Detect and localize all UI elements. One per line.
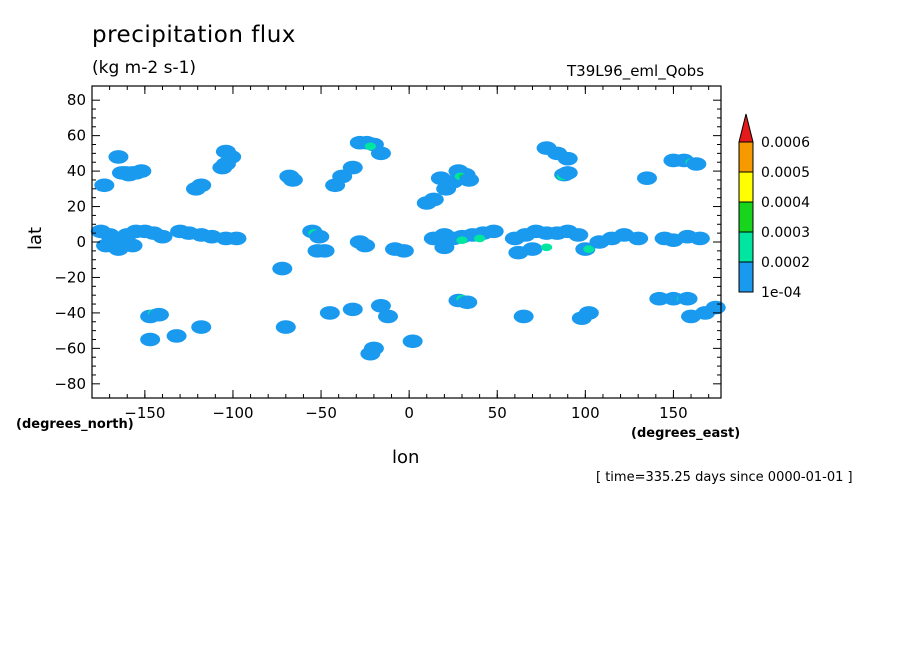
contour-cell — [689, 231, 710, 246]
contour-cell — [522, 242, 543, 256]
contour-cell — [473, 234, 486, 243]
y-tick-label: −60 — [54, 339, 86, 357]
colorbar-label: 0.0005 — [761, 165, 810, 181]
colorbar-swatch — [738, 231, 754, 263]
colorbar-label: 1e-04 — [761, 285, 801, 301]
contour-cell — [370, 299, 391, 313]
x-tick-label: 150 — [659, 404, 688, 422]
contour-fill-layer — [90, 135, 726, 361]
y-tick-label: 40 — [67, 162, 86, 180]
contour-cell — [272, 261, 293, 276]
contour-cell — [393, 244, 414, 258]
contour-cell — [557, 166, 578, 180]
contour-cell — [307, 244, 328, 258]
contour-cell — [166, 329, 187, 343]
y-tick-label: −20 — [54, 268, 86, 286]
contour-cell — [94, 178, 115, 193]
x-tick-label: 100 — [571, 404, 600, 422]
colorbar-label: 0.0004 — [761, 195, 810, 211]
contour-cell — [457, 295, 478, 310]
x-axis-label: lon — [392, 447, 420, 468]
y-axis-label: lat — [25, 226, 47, 251]
y-tick-label: −80 — [54, 375, 86, 393]
contour-cell — [319, 306, 340, 320]
contour-cell — [152, 229, 173, 244]
chart-units: (kg m-2 s-1) — [92, 58, 197, 78]
y-tick-label: 20 — [67, 198, 86, 216]
contour-cell — [191, 178, 212, 193]
contour-cell — [434, 240, 455, 255]
plot-frame — [91, 85, 722, 399]
contour-cell — [370, 146, 391, 161]
contour-cell — [540, 243, 553, 252]
contour-cell — [557, 151, 578, 166]
contour-cell — [140, 332, 161, 347]
contour-cell — [456, 236, 468, 245]
y-tick-label: 60 — [67, 127, 86, 145]
x-axis-units: (degrees_east) — [631, 426, 741, 441]
colorbar-label: 0.0006 — [761, 135, 810, 151]
contour-cell — [108, 150, 129, 164]
contour-cell — [583, 245, 595, 253]
x-tick-label: 0 — [404, 404, 414, 422]
contour-cell — [342, 302, 363, 317]
contour-cell — [325, 178, 346, 193]
contour-cell — [686, 157, 707, 171]
x-tick-label: −150 — [124, 404, 165, 422]
contour-cell — [282, 173, 303, 187]
contour-cell — [568, 228, 589, 242]
contour-cell — [416, 196, 437, 210]
axes-layer: −150 −100 −50 0 50 100 150 −80 −60 −40 −20 0 20 40 60 8… — [54, 86, 721, 422]
colorbar-swatch — [738, 261, 754, 293]
contour-cell — [215, 144, 236, 159]
contour-cell — [637, 171, 657, 185]
y-tick-label: 0 — [76, 233, 86, 251]
colorbar: 1e-04 0.0002 0.0003 0.0004 0.0005 0.0006 — [738, 113, 810, 301]
contour-cell — [663, 291, 684, 306]
contour-cell — [483, 224, 504, 239]
y-tick-label: −40 — [54, 304, 86, 322]
colorbar-swatch — [738, 171, 754, 203]
contour-cell — [677, 291, 698, 306]
x-tick-label: −50 — [305, 404, 337, 422]
contour-cell — [649, 291, 670, 306]
time-label: [ time=335.25 days since 0000-01-01 ] — [596, 470, 853, 485]
contour-cell — [364, 142, 377, 151]
contour-cell — [131, 164, 152, 178]
contour-cell — [378, 309, 398, 324]
x-tick-label: 50 — [488, 404, 507, 422]
chart-title: precipitation flux — [92, 22, 296, 48]
contour-cell — [363, 341, 384, 356]
contour-cell — [578, 306, 599, 320]
contour-cell — [122, 238, 143, 253]
contour-cell — [148, 307, 169, 322]
contour-cell — [355, 238, 376, 253]
y-axis-units: (degrees_north) — [16, 417, 134, 432]
colorbar-label: 0.0002 — [761, 255, 810, 271]
contour-cell — [436, 182, 457, 196]
contour-cell — [342, 160, 363, 175]
run-label: T39L96_eml_Qobs — [567, 62, 705, 80]
colorbar-swatch — [738, 201, 754, 233]
contour-cell — [275, 320, 296, 334]
colorbar-extend-triangle — [738, 113, 754, 143]
contour-cell — [459, 173, 480, 187]
contour-cell — [628, 231, 649, 246]
contour-cell — [191, 320, 212, 334]
colorbar-swatch — [738, 141, 754, 173]
contour-cell — [226, 231, 247, 246]
contour-cell — [705, 300, 726, 315]
contour-cell — [513, 309, 534, 324]
x-tick-label: −100 — [212, 404, 253, 422]
y-tick-label: 80 — [67, 91, 86, 109]
contour-cell — [309, 229, 330, 244]
contour-cell — [402, 334, 423, 349]
colorbar-label: 0.0003 — [761, 225, 810, 241]
